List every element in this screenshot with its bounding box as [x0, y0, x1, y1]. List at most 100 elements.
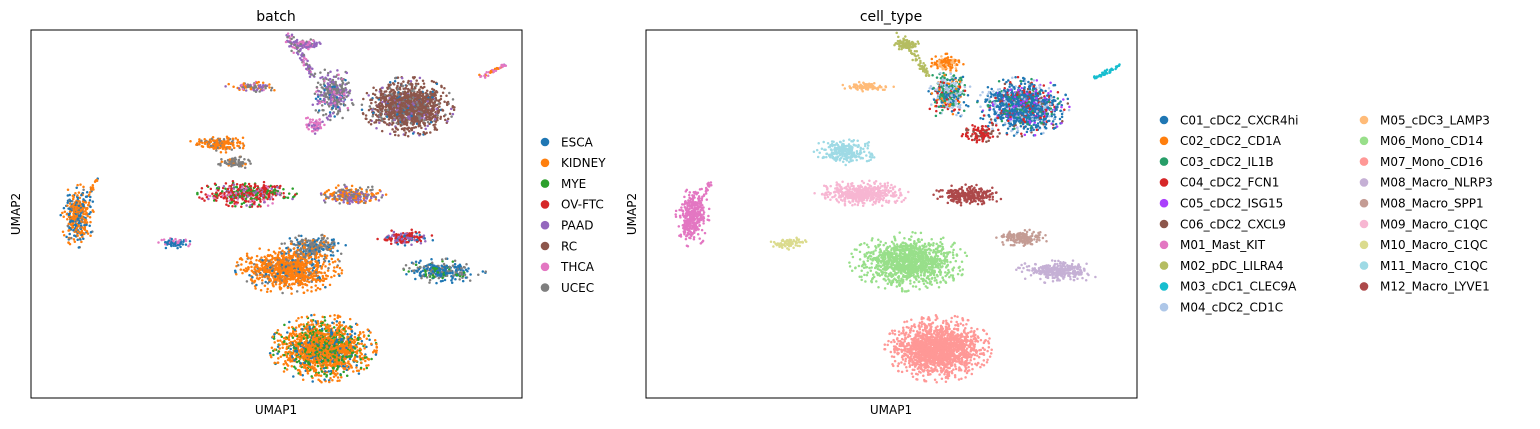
scatter-point	[302, 291, 306, 294]
scatter-point	[374, 120, 378, 124]
scatter-point	[62, 233, 66, 237]
scatter-point	[446, 120, 449, 123]
batch-plot-title: batch	[256, 9, 296, 25]
scatter-point	[338, 379, 341, 382]
scatter-point	[296, 246, 300, 249]
scatter-point	[361, 357, 365, 361]
scatter-point	[336, 249, 339, 253]
scatter-point	[337, 77, 340, 80]
scatter-point	[342, 327, 345, 330]
scatter-point	[344, 185, 347, 188]
scatter-point	[310, 275, 314, 278]
scatter-point	[288, 36, 291, 40]
scatter-point	[236, 138, 240, 142]
scatter-point	[370, 342, 373, 346]
scatter-point	[328, 262, 331, 266]
scatter-point	[241, 142, 245, 145]
scatter-point	[313, 72, 317, 75]
scatter-point	[383, 121, 387, 124]
scatter-point	[339, 373, 342, 377]
scatter-point	[321, 283, 325, 287]
scatter-point	[301, 286, 305, 289]
scatter-point	[432, 80, 436, 84]
scatter-point	[331, 379, 334, 382]
scatter-point	[289, 356, 292, 359]
scatter-point	[428, 281, 431, 284]
scatter-point	[351, 102, 354, 105]
scatter-point	[319, 97, 322, 101]
scatter-point	[270, 187, 273, 191]
scatter-point	[451, 98, 455, 101]
scatter-point	[237, 159, 240, 162]
scatter-point	[334, 75, 338, 78]
scatter-point	[370, 357, 373, 361]
scatter-point	[306, 372, 310, 375]
scatter-point	[414, 230, 417, 234]
scatter-point	[198, 138, 201, 141]
scatter-point	[320, 104, 324, 107]
scatter-point	[289, 44, 293, 48]
scatter-point	[430, 79, 434, 83]
scatter-point	[483, 76, 487, 79]
scatter-point	[162, 238, 166, 241]
scatter-point	[443, 100, 446, 104]
scatter-point	[375, 104, 378, 107]
scatter-point	[68, 226, 71, 230]
scatter-point	[76, 196, 80, 200]
scatter-point	[250, 265, 253, 269]
scatter-point	[333, 313, 336, 317]
scatter-point	[379, 98, 383, 102]
scatter-point	[336, 379, 339, 383]
scatter-point	[232, 85, 235, 88]
scatter-point	[258, 247, 261, 250]
scatter-point	[331, 194, 334, 197]
scatter-point	[332, 375, 336, 378]
scatter-point	[329, 118, 332, 122]
scatter-point	[218, 146, 222, 150]
scatter-point	[272, 250, 276, 254]
scatter-point	[338, 274, 341, 277]
scatter-point	[376, 115, 379, 118]
scatter-point	[447, 269, 450, 273]
scatter-point	[392, 230, 396, 234]
scatter-point	[321, 233, 324, 237]
scatter-point	[350, 98, 353, 102]
scatter-point	[314, 284, 317, 287]
scatter-point	[336, 333, 340, 337]
scatter-point	[313, 313, 316, 317]
scatter-point	[291, 258, 294, 262]
scatter-point	[438, 105, 441, 108]
scatter-point	[261, 279, 264, 282]
scatter-point	[360, 339, 364, 343]
scatter-point	[304, 326, 308, 329]
scatter-point	[424, 127, 427, 131]
scatter-point	[82, 185, 85, 189]
scatter-point	[368, 338, 371, 342]
scatter-point	[323, 245, 326, 248]
scatter-point	[365, 366, 369, 370]
scatter-point	[234, 137, 238, 140]
scatter-point	[267, 248, 270, 252]
scatter-point	[369, 331, 372, 334]
scatter-point	[420, 94, 423, 98]
scatter-point	[66, 188, 70, 191]
scatter-point	[332, 326, 336, 329]
scatter-point	[393, 79, 397, 83]
scatter-point	[321, 327, 324, 331]
scatter-point	[349, 196, 353, 200]
scatter-point	[312, 330, 315, 334]
scatter-point	[396, 81, 400, 85]
scatter-point	[413, 271, 416, 275]
scatter-point	[259, 200, 262, 203]
scatter-point	[323, 315, 326, 319]
scatter-point	[311, 380, 314, 383]
scatter-point	[337, 184, 340, 187]
scatter-point	[75, 186, 78, 190]
scatter-point	[310, 124, 314, 127]
scatter-point	[453, 262, 457, 266]
batch-panel: batch UMAP1 UMAP2 ESCAKIDNEYMYEOV-FTCPAA…	[9, 9, 606, 417]
scatter-point	[333, 318, 336, 321]
scatter-point	[288, 282, 291, 286]
scatter-point	[374, 107, 377, 111]
scatter-point	[418, 132, 422, 136]
